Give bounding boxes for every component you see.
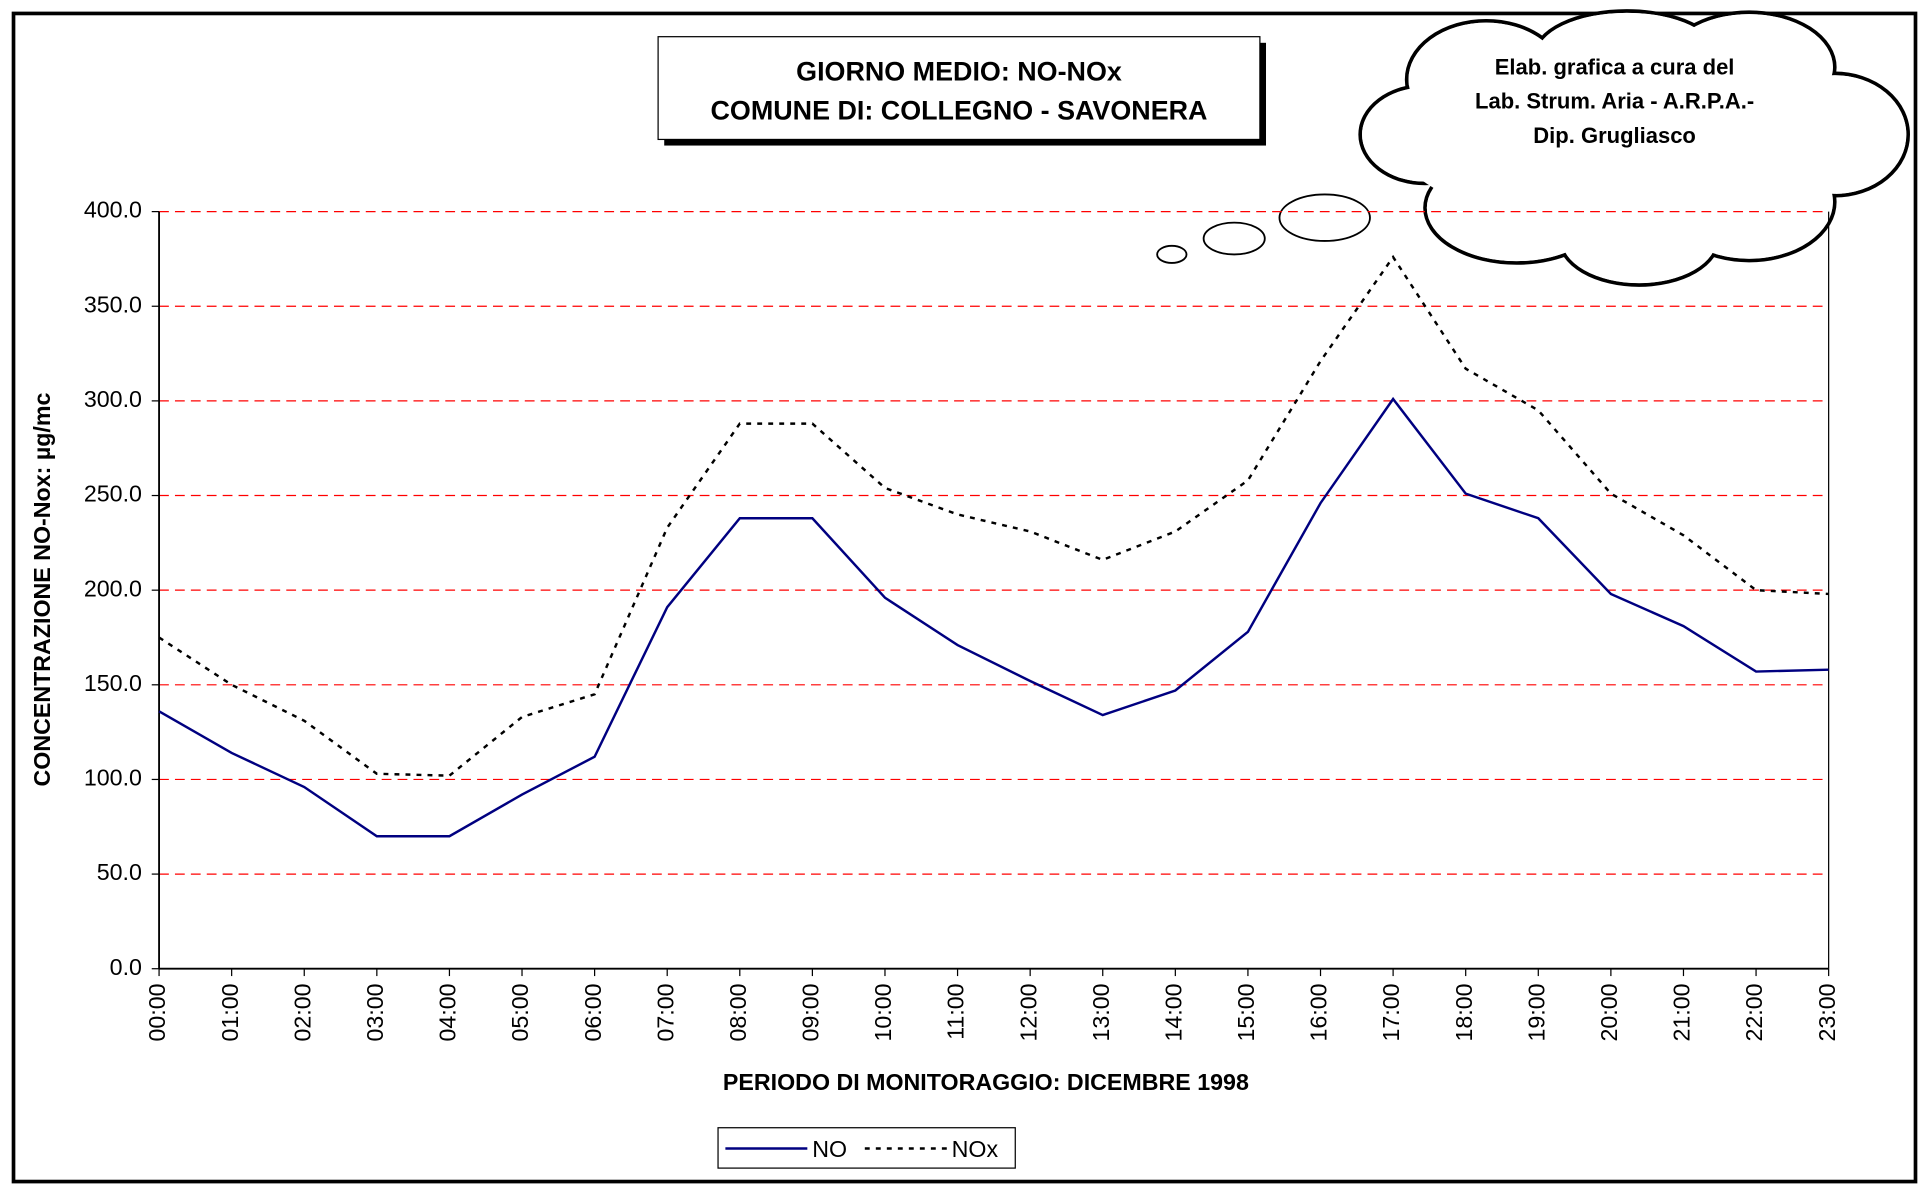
annotation: Dip. Grugliasco bbox=[1533, 123, 1696, 148]
x-tick-label: 03:00 bbox=[362, 983, 388, 1041]
x-tick-label: 13:00 bbox=[1088, 983, 1114, 1041]
x-tick-label: 04:00 bbox=[435, 983, 461, 1041]
chart-title: GIORNO MEDIO: NO-NOx bbox=[796, 56, 1122, 86]
x-tick-label: 15:00 bbox=[1233, 983, 1259, 1041]
legend-label: NOx bbox=[952, 1136, 999, 1162]
x-tick-label: 08:00 bbox=[725, 983, 751, 1041]
y-tick-label: 350.0 bbox=[84, 291, 142, 317]
y-tick-label: 300.0 bbox=[84, 386, 142, 412]
y-tick-label: 100.0 bbox=[84, 765, 142, 791]
x-tick-label: 18:00 bbox=[1451, 983, 1477, 1041]
x-axis-label: PERIODO DI MONITORAGGIO: DICEMBRE 1998 bbox=[723, 1069, 1249, 1095]
series-line bbox=[158, 254, 1829, 777]
y-axis-label: CONCENTRAZIONE NO-Nox: µg/mc bbox=[29, 393, 55, 787]
x-tick-label: 09:00 bbox=[798, 983, 824, 1041]
x-tick-label: 05:00 bbox=[507, 983, 533, 1041]
x-tick-label: 06:00 bbox=[580, 983, 606, 1041]
x-tick-label: 16:00 bbox=[1306, 983, 1332, 1041]
x-tick-label: 17:00 bbox=[1378, 983, 1404, 1041]
x-tick-label: 01:00 bbox=[217, 983, 243, 1041]
x-tick-label: 22:00 bbox=[1741, 983, 1767, 1041]
x-tick-label: 23:00 bbox=[1814, 983, 1840, 1041]
annotation: Elab. grafica a cura del bbox=[1495, 54, 1735, 79]
x-tick-label: 02:00 bbox=[289, 983, 315, 1041]
y-tick-label: 150.0 bbox=[84, 670, 142, 696]
chart-title: COMUNE DI: COLLEGNO - SAVONERA bbox=[711, 96, 1208, 126]
x-tick-label: 12:00 bbox=[1015, 983, 1041, 1041]
legend-label: NO bbox=[812, 1136, 847, 1162]
x-tick-label: 19:00 bbox=[1523, 983, 1549, 1041]
y-tick-label: 250.0 bbox=[84, 481, 142, 507]
x-tick-label: 00:00 bbox=[144, 983, 170, 1041]
x-tick-label: 11:00 bbox=[943, 983, 969, 1039]
x-tick-label: 07:00 bbox=[652, 983, 678, 1041]
title-box: GIORNO MEDIO: NO-NOx COMUNE DI: COLLEGNO… bbox=[657, 36, 1267, 146]
y-tick-label: 200.0 bbox=[84, 575, 142, 601]
plot-area: 0.0 50.0 100.0 150.0 200.0 250.0 300.0 350.0 400… bbox=[84, 197, 1840, 1042]
x-tick-label: 14:00 bbox=[1160, 983, 1186, 1041]
x-tick-label: 10:00 bbox=[870, 983, 896, 1041]
x-tick-label: 21:00 bbox=[1669, 983, 1695, 1041]
annotation: Lab. Strum. Aria - A.R.P.A.- bbox=[1475, 89, 1754, 114]
cloud: Elab. grafica a cura del Lab. Strum. Ari… bbox=[1156, 9, 1910, 287]
x-tick-label: 20:00 bbox=[1596, 983, 1622, 1041]
y-tick-label: 0.0 bbox=[110, 954, 142, 980]
y-tick-label: 400.0 bbox=[84, 197, 142, 223]
series-line bbox=[158, 396, 1829, 838]
y-tick-label: 50.0 bbox=[97, 859, 142, 885]
